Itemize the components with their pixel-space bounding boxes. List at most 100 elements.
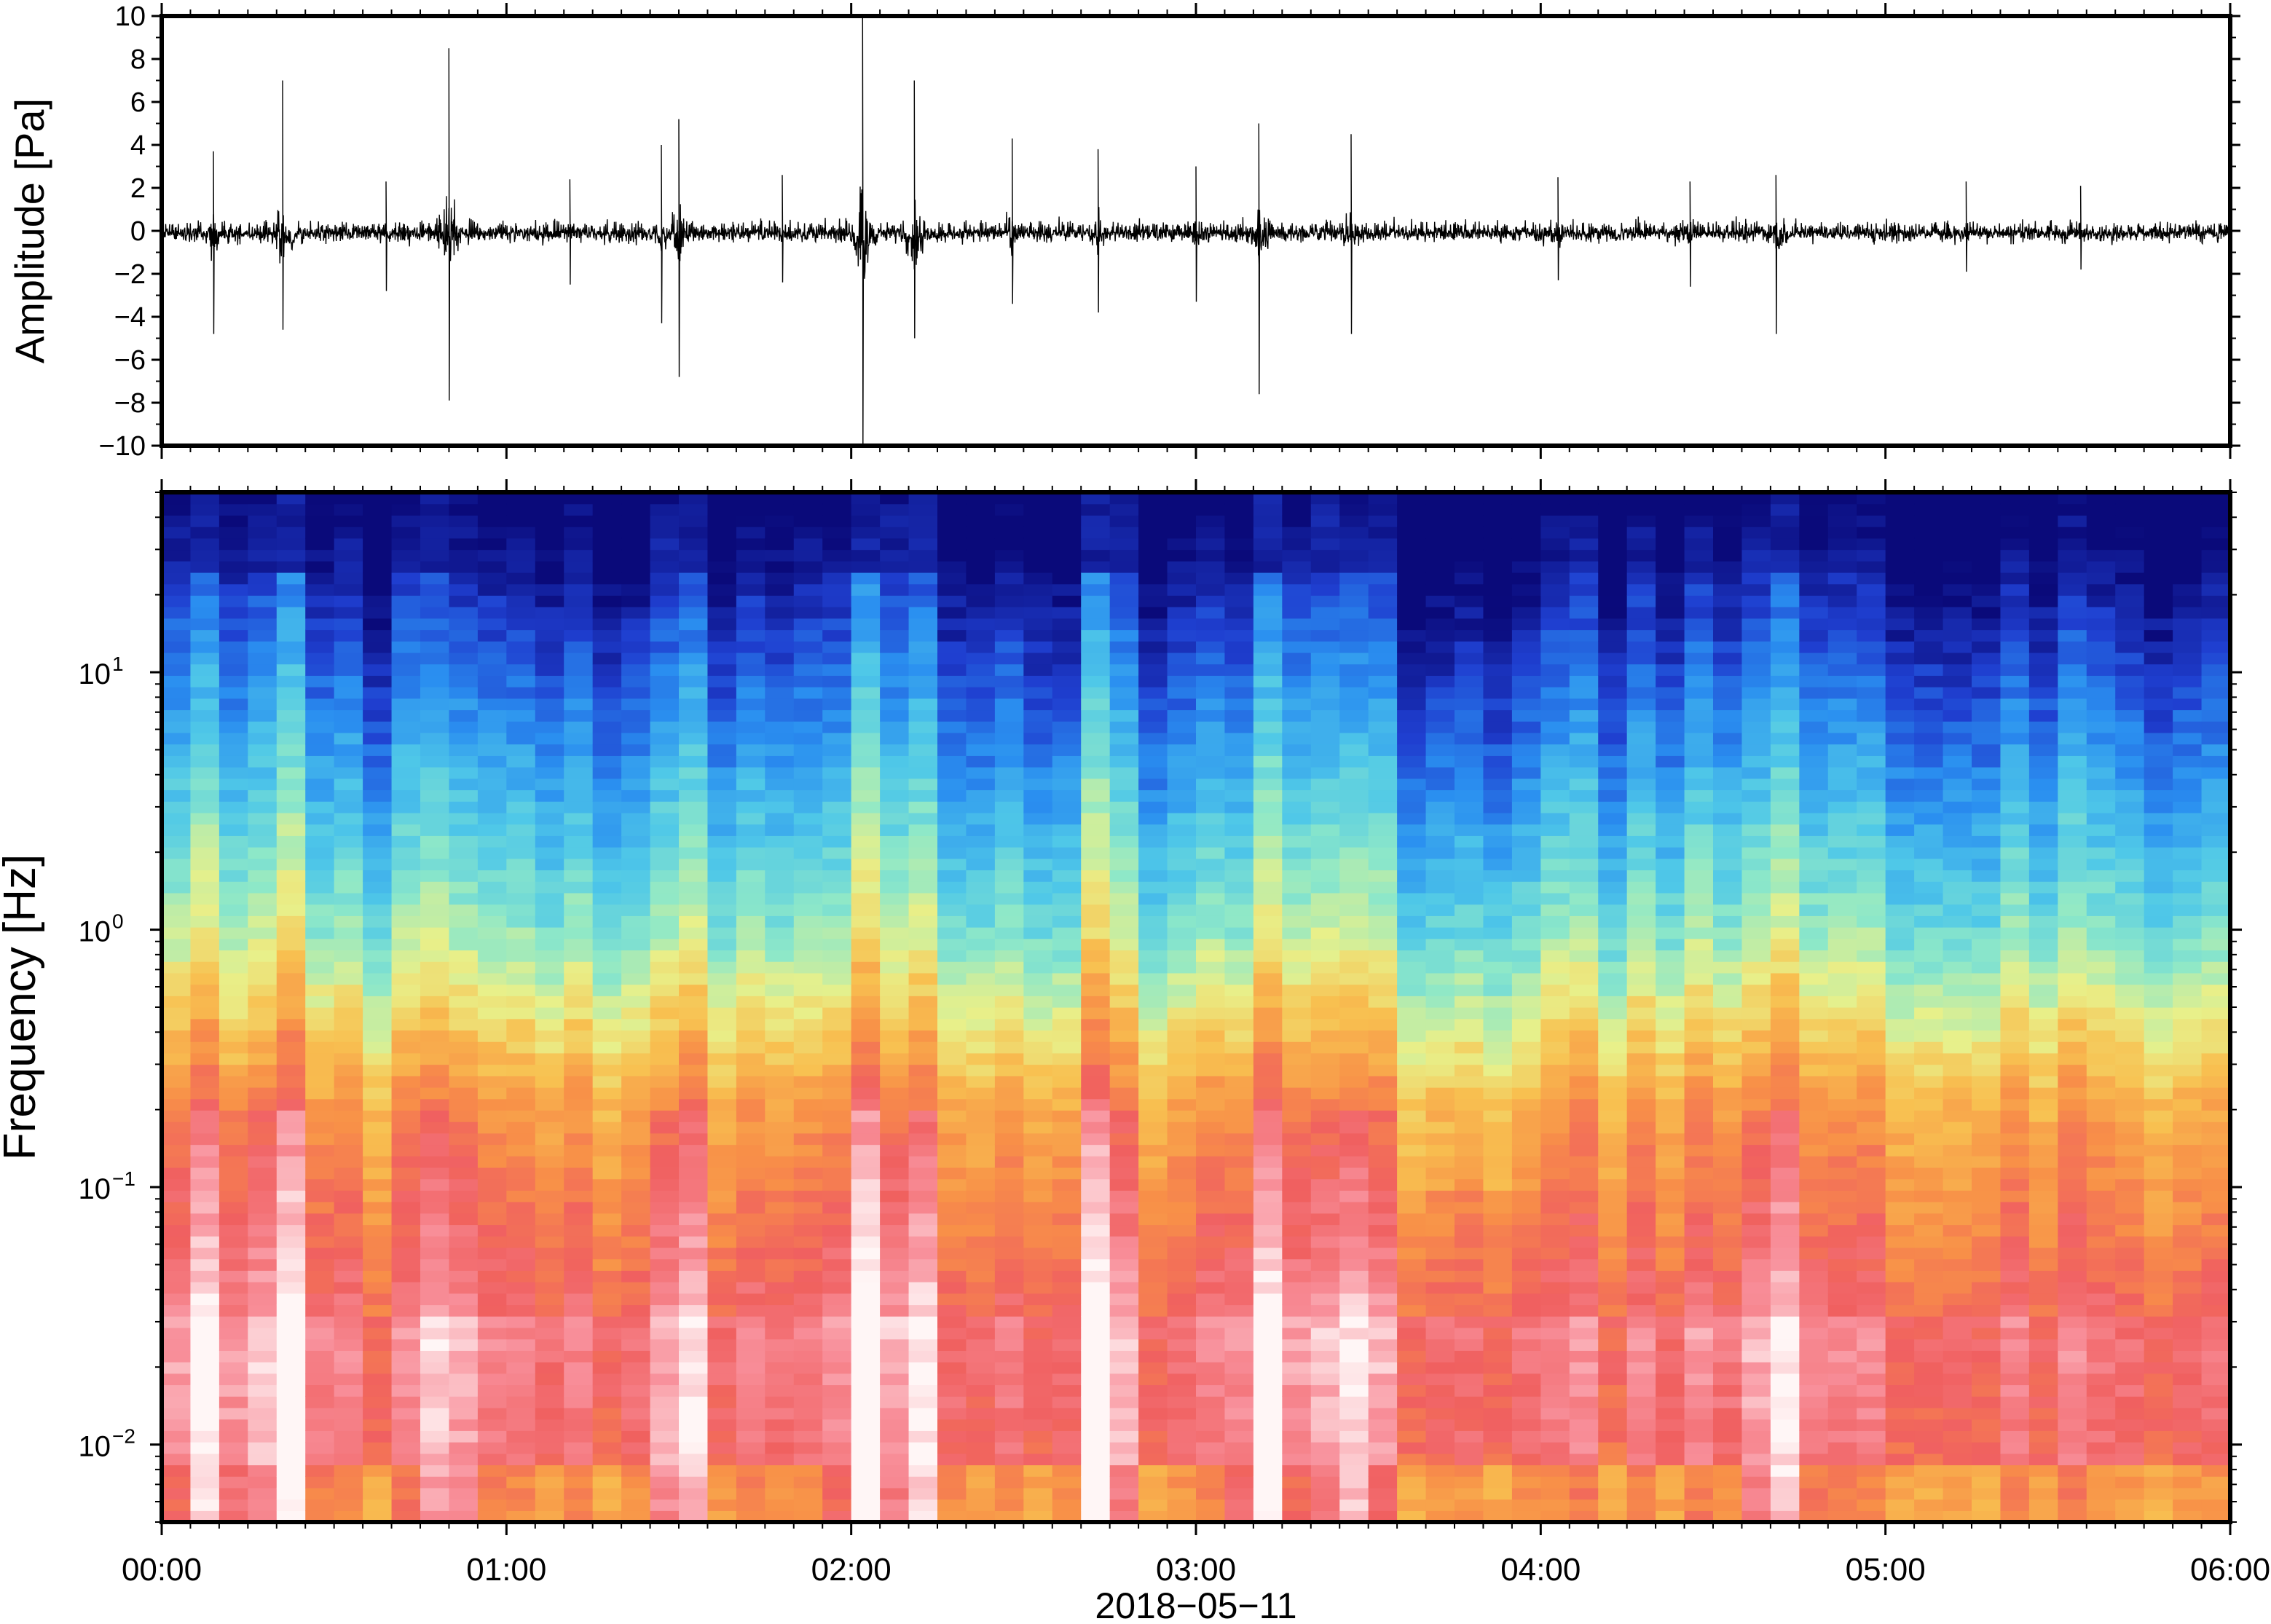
spectrogram-cell: [449, 744, 479, 756]
spectrogram-cell: [851, 1018, 881, 1031]
spectrogram-cell: [477, 858, 507, 871]
spectrogram-cell: [391, 1007, 421, 1020]
spectrogram-cell: [937, 972, 967, 985]
spectrogram-cell: [679, 1202, 709, 1214]
spectrogram-cell: [994, 1122, 1024, 1134]
spectrogram-cell: [420, 892, 450, 905]
spectrogram-cell: [1626, 1098, 1656, 1111]
spectrogram-cell: [1224, 1476, 1254, 1489]
spectrogram-cell: [391, 1487, 421, 1500]
spectrogram-cell: [1253, 1350, 1283, 1363]
spectrogram-cell: [994, 652, 1024, 665]
spectrogram-cell: [305, 1018, 335, 1031]
spectrogram-cell: [966, 641, 996, 653]
spectrogram-cell: [1138, 1052, 1168, 1065]
spectrogram-cell: [1282, 927, 1312, 939]
spectrogram-cell: [1684, 527, 1714, 539]
spectrogram-cell: [1425, 1224, 1455, 1237]
spectrogram-cell: [1511, 938, 1541, 951]
spectrogram-cell: [248, 881, 278, 894]
spectrogram-cell: [305, 1030, 335, 1042]
spectrogram-cell: [994, 755, 1024, 768]
spectrogram-cell: [937, 583, 967, 596]
spectrogram-cell: [1253, 1270, 1283, 1282]
spectrogram-cell: [650, 755, 680, 768]
spectrogram-cell: [1656, 732, 1685, 745]
spectrogram-cell: [1540, 847, 1570, 859]
spectrogram-cell: [1081, 1339, 1111, 1351]
spectrogram-cell: [363, 595, 393, 607]
spectrogram-cell: [334, 1041, 363, 1054]
spectrogram-cell: [966, 1236, 996, 1248]
spectrogram-cell: [564, 892, 594, 905]
spectrogram-cell: [219, 892, 248, 905]
spectrogram-cell: [1023, 1339, 1053, 1351]
spectrogram-cell: [793, 675, 823, 687]
spectrogram-cell: [420, 595, 450, 607]
spectrogram-cell: [822, 1499, 852, 1511]
spectrogram-cell: [162, 1476, 192, 1489]
spectrogram-cell: [851, 1465, 881, 1477]
spectrogram-cell: [1425, 1293, 1455, 1306]
spectrogram-cell: [190, 1419, 220, 1431]
spectrogram-cell: [1339, 1487, 1369, 1500]
spectrogram-cell: [1282, 904, 1312, 916]
spectrogram-cell: [564, 801, 594, 813]
spectrogram-cell: [1397, 1030, 1427, 1042]
spectrogram-cell: [1397, 1510, 1427, 1522]
spectrogram-cell: [650, 767, 680, 779]
spectrogram-cell: [391, 812, 421, 825]
spectrogram-cell: [506, 527, 536, 539]
spectrogram-cell: [1425, 698, 1455, 711]
spectrogram-cell: [679, 1087, 709, 1100]
spectrogram-cell: [1626, 1339, 1656, 1351]
spectrogram-cell: [1109, 1076, 1139, 1088]
spectrogram-cell: [880, 503, 910, 516]
spectrogram-cell: [391, 1293, 421, 1306]
spectrogram-cell: [621, 1316, 651, 1328]
spectrogram-cell: [1455, 492, 1484, 505]
spectrogram-cell: [276, 1110, 306, 1122]
spectrogram-cell: [793, 1465, 823, 1477]
spectrogram-cell: [1455, 1339, 1484, 1351]
spectrogram-cell: [506, 938, 536, 951]
spectrogram-cell: [248, 1122, 278, 1134]
spectrogram-cell: [1569, 972, 1599, 985]
waveform-y-tick-label: 6: [130, 87, 146, 118]
spectrogram-cell: [966, 835, 996, 848]
spectrogram-cell: [1397, 1316, 1427, 1328]
spectrogram-cell: [420, 527, 450, 539]
spectrogram-cell: [908, 1293, 938, 1306]
spectrogram-cell: [1081, 835, 1111, 848]
spectrogram-cell: [707, 1373, 737, 1386]
spectrogram-cell: [650, 1178, 680, 1191]
spectrogram-cell: [1455, 629, 1484, 642]
spectrogram-cell: [449, 1007, 479, 1020]
spectrogram-cell: [1511, 1407, 1541, 1420]
spectrogram-cell: [334, 1132, 363, 1146]
spectrogram-cell: [1397, 1396, 1427, 1408]
spectrogram-cell: [1540, 1018, 1570, 1031]
spectrogram-cell: [1626, 1350, 1656, 1363]
spectrogram-cell: [1282, 1316, 1312, 1328]
spectrogram-cell: [190, 709, 220, 722]
spectrogram-cell: [937, 1499, 967, 1511]
spectrogram-cell: [506, 972, 536, 985]
spectrogram-cell: [1023, 870, 1053, 882]
spectrogram-cell: [880, 1030, 910, 1042]
spectrogram-cell: [1483, 1384, 1513, 1397]
spectrogram-cell: [276, 1007, 306, 1020]
spectrogram-cell: [592, 1510, 622, 1522]
spectrogram-cell: [880, 870, 910, 882]
spectrogram-cell: [391, 561, 421, 573]
spectrogram-cell: [1167, 732, 1197, 745]
spectrogram-cell: [1081, 1465, 1111, 1477]
spectrogram-cell: [564, 984, 594, 996]
spectrogram-cell: [994, 950, 1024, 962]
spectrogram-cell: [679, 675, 709, 687]
spectrogram-cell: [966, 1465, 996, 1477]
spectrogram-cell: [592, 572, 622, 585]
spectrogram-cell: [248, 583, 278, 596]
spectrogram-cell: [1282, 492, 1312, 505]
spectrogram-cell: [1310, 1396, 1340, 1408]
